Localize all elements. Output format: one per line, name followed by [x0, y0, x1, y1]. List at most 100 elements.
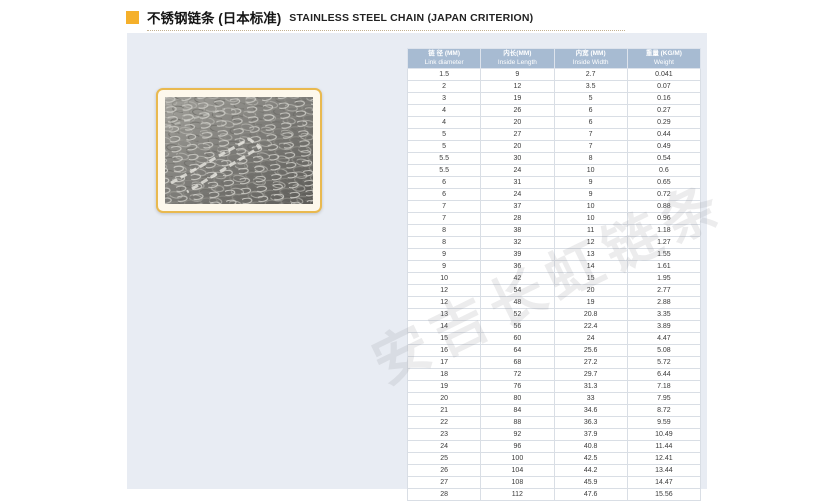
table-row: 6 24 9 0.72	[406, 188, 702, 201]
table-cell: 0.49	[626, 140, 702, 153]
table-cell: 37	[480, 200, 555, 213]
table-cell: 64	[480, 344, 555, 357]
table-cell: 1.18	[626, 224, 702, 237]
col-header-inside-length: 内长(MM) Inside Length	[480, 48, 555, 69]
table-cell: 34.6	[553, 404, 628, 417]
table-cell: 92	[480, 428, 555, 441]
table-cell: 5.5	[406, 152, 482, 165]
table-row: 17 68 27.2 5.72	[406, 356, 702, 369]
table-cell: 7	[553, 140, 628, 153]
table-cell: 7.95	[626, 392, 702, 405]
table-cell: 20	[480, 116, 555, 129]
table-cell: 5.5	[406, 164, 482, 177]
table-cell: 3.89	[626, 320, 702, 333]
table-cell: 20.8	[553, 308, 628, 321]
table-row: 18 72 29.7 6.44	[406, 368, 702, 381]
table-cell: 14	[553, 260, 628, 273]
table-cell: 42	[480, 272, 555, 285]
table-cell: 8	[406, 236, 482, 249]
table-cell: 32	[480, 236, 555, 249]
table-row: 10 42 15 1.95	[406, 272, 702, 285]
table-row: 15 60 24 4.47	[406, 332, 702, 345]
table-cell: 7.18	[626, 380, 702, 393]
table-cell: 25.6	[553, 344, 628, 357]
table-cell: 18	[406, 368, 482, 381]
table-cell: 28	[480, 212, 555, 225]
table-cell: 56	[480, 320, 555, 333]
table-row: 9 36 14 1.61	[406, 260, 702, 273]
table-cell: 27	[406, 476, 482, 489]
table-cell: 31	[480, 176, 555, 189]
table-cell: 1.5	[406, 68, 482, 81]
table-cell: 3.35	[626, 308, 702, 321]
table-cell: 5	[406, 140, 482, 153]
product-photo-frame	[156, 88, 322, 213]
content-panel: 链 径 (MM) Link diameter 内长(MM) Inside Len…	[127, 30, 736, 501]
table-cell: 8	[406, 224, 482, 237]
table-cell: 10.49	[626, 428, 702, 441]
table-cell: 19	[480, 92, 555, 105]
table-cell: 27	[480, 128, 555, 141]
table-row: 1.5 9 2.7 0.041	[406, 68, 702, 81]
table-cell: 11.44	[626, 440, 702, 453]
table-cell: 0.44	[626, 128, 702, 141]
table-cell: 0.07	[626, 80, 702, 93]
table-cell: 24	[480, 164, 555, 177]
table-cell: 9	[553, 176, 628, 189]
table-row: 12 54 20 2.77	[406, 284, 702, 297]
table-cell: 44.2	[553, 464, 628, 477]
table-cell: 72	[480, 368, 555, 381]
table-row: 24 96 40.8 11.44	[406, 440, 702, 453]
table-cell: 1.55	[626, 248, 702, 261]
table-cell: 0.6	[626, 164, 702, 177]
table-row: 20 80 33 7.95	[406, 392, 702, 405]
table-cell: 3	[406, 92, 482, 105]
page-title: 不锈钢链条 (日本标准) STAINLESS STEEL CHAIN (JAPA…	[126, 7, 533, 27]
table-row: 26 104 44.2 13.44	[406, 464, 702, 477]
table-cell: 1.95	[626, 272, 702, 285]
table-row: 8 38 11 1.18	[406, 224, 702, 237]
table-cell: 14	[406, 320, 482, 333]
table-cell: 39	[480, 248, 555, 261]
table-row: 7 37 10 0.88	[406, 200, 702, 213]
spec-table-head: 链 径 (MM) Link diameter 内长(MM) Inside Len…	[406, 48, 702, 69]
table-row: 5.5 24 10 0.6	[406, 164, 702, 177]
table-cell: 104	[480, 464, 555, 477]
table-row: 13 52 20.8 3.35	[406, 308, 702, 321]
table-cell: 6	[553, 116, 628, 129]
table-cell: 0.041	[626, 68, 702, 81]
table-cell: 37.9	[553, 428, 628, 441]
table-cell: 1.61	[626, 260, 702, 273]
table-cell: 15	[553, 272, 628, 285]
table-cell: 4.47	[626, 332, 702, 345]
table-cell: 9.59	[626, 416, 702, 429]
page-title-english: STAINLESS STEEL CHAIN (JAPAN CRITERION)	[289, 12, 534, 24]
table-row: 19 76 31.3 7.18	[406, 380, 702, 393]
table-cell: 27.2	[553, 356, 628, 369]
table-row: 16 64 25.6 5.08	[406, 344, 702, 357]
table-cell: 112	[480, 488, 555, 501]
table-row: 5 20 7 0.49	[406, 140, 702, 153]
table-cell: 9	[480, 68, 555, 81]
table-row: 25 100 42.5 12.41	[406, 452, 702, 465]
table-cell: 11	[553, 224, 628, 237]
table-cell: 15	[406, 332, 482, 345]
table-cell: 6	[406, 188, 482, 201]
table-cell: 0.96	[626, 212, 702, 225]
table-cell: 36.3	[553, 416, 628, 429]
table-cell: 4	[406, 104, 482, 117]
page-title-chinese: 不锈钢链条 (日本标准)	[147, 11, 282, 26]
table-cell: 5.08	[626, 344, 702, 357]
chain-photo	[165, 97, 313, 204]
table-row: 6 31 9 0.65	[406, 176, 702, 189]
table-row: 27 108 45.9 14.47	[406, 476, 702, 489]
bullet-square-icon	[126, 10, 139, 24]
table-cell: 22.4	[553, 320, 628, 333]
table-row: 4 20 6 0.29	[406, 116, 702, 129]
table-cell: 13.44	[626, 464, 702, 477]
table-cell: 36	[480, 260, 555, 273]
table-row: 14 56 22.4 3.89	[406, 320, 702, 333]
table-cell: 10	[553, 212, 628, 225]
table-cell: 6.44	[626, 368, 702, 381]
table-cell: 15.56	[626, 488, 702, 501]
